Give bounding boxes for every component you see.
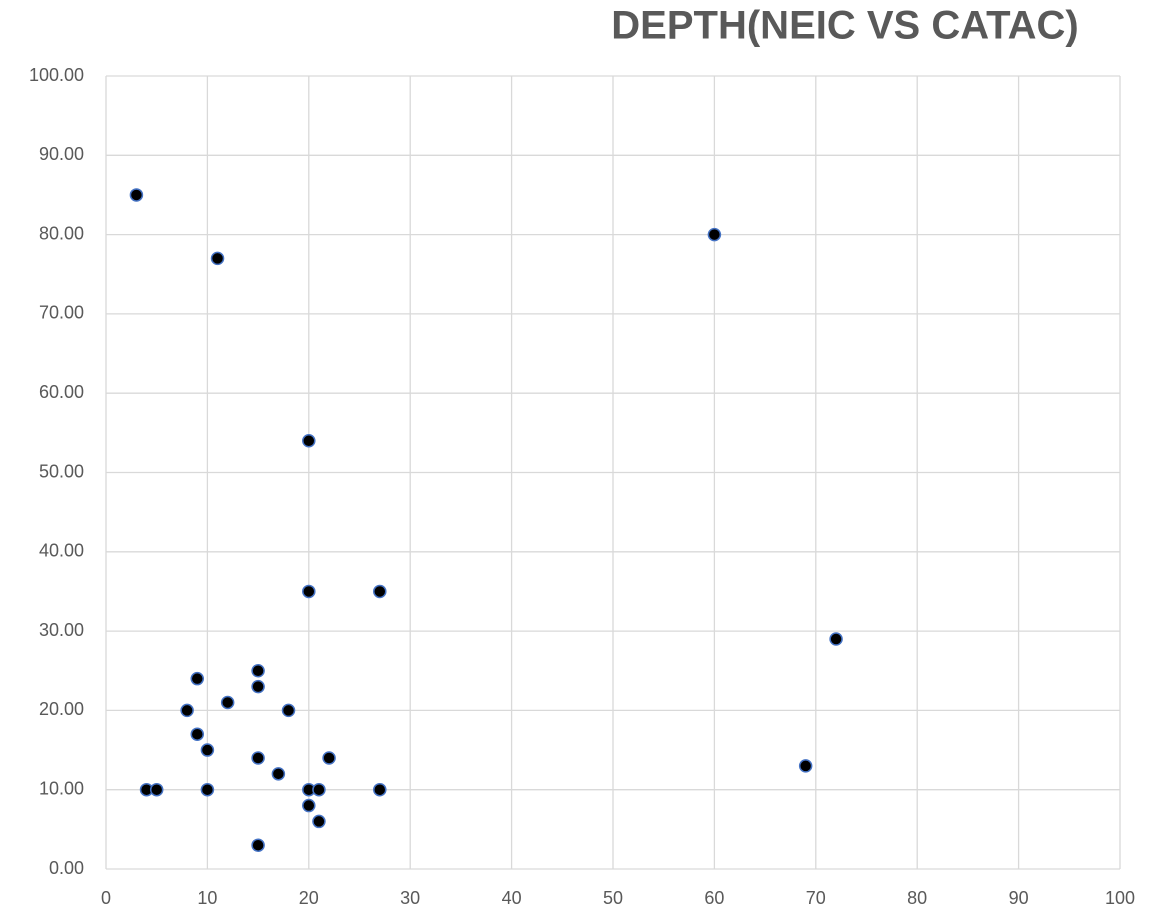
y-tick-label: 90.00 — [39, 144, 84, 164]
point — [322, 751, 336, 765]
x-tick-label: 20 — [299, 888, 319, 908]
point — [190, 671, 205, 686]
point — [312, 814, 326, 829]
point — [251, 838, 265, 852]
y-tick-label: 20.00 — [39, 699, 84, 719]
point — [200, 782, 215, 797]
point — [251, 751, 265, 765]
x-tick-label: 90 — [1009, 888, 1029, 908]
point — [312, 782, 326, 797]
point — [302, 798, 316, 813]
x-tick-label: 70 — [806, 888, 826, 908]
point — [251, 679, 265, 694]
x-tick-label: 30 — [400, 888, 420, 908]
point — [373, 782, 387, 797]
point — [829, 632, 843, 646]
point — [798, 759, 813, 773]
point — [271, 767, 286, 781]
point — [149, 782, 164, 797]
y-tick-label: 70.00 — [39, 303, 84, 323]
point — [707, 227, 722, 242]
x-tick-label: 40 — [502, 888, 522, 908]
y-tick-label: 0.00 — [49, 858, 84, 878]
point — [129, 188, 144, 202]
point — [302, 584, 316, 599]
x-tick-label: 80 — [907, 888, 927, 908]
point — [373, 584, 387, 599]
x-tick-label: 100 — [1105, 888, 1135, 908]
y-tick-label: 40.00 — [39, 541, 84, 561]
point — [180, 703, 194, 718]
y-tick-label: 10.00 — [39, 778, 84, 798]
y-tick-label: 80.00 — [39, 223, 84, 243]
point — [200, 743, 215, 757]
x-tick-label: 10 — [197, 888, 217, 908]
point — [190, 727, 205, 741]
x-tick-label: 60 — [704, 888, 724, 908]
chart-title: DEPTH(NEIC VS CATAC) — [611, 4, 1078, 48]
point — [251, 664, 265, 678]
x-tick-label: 0 — [101, 888, 111, 908]
point — [302, 434, 316, 448]
x-tick-label: 50 — [603, 888, 623, 908]
y-tick-label: 100.00 — [29, 65, 84, 85]
point — [210, 251, 225, 266]
y-tick-label: 30.00 — [39, 620, 84, 640]
point — [281, 703, 296, 718]
y-tick-label: 60.00 — [39, 382, 84, 402]
y-tick-label: 50.00 — [39, 461, 84, 481]
point — [220, 695, 235, 710]
